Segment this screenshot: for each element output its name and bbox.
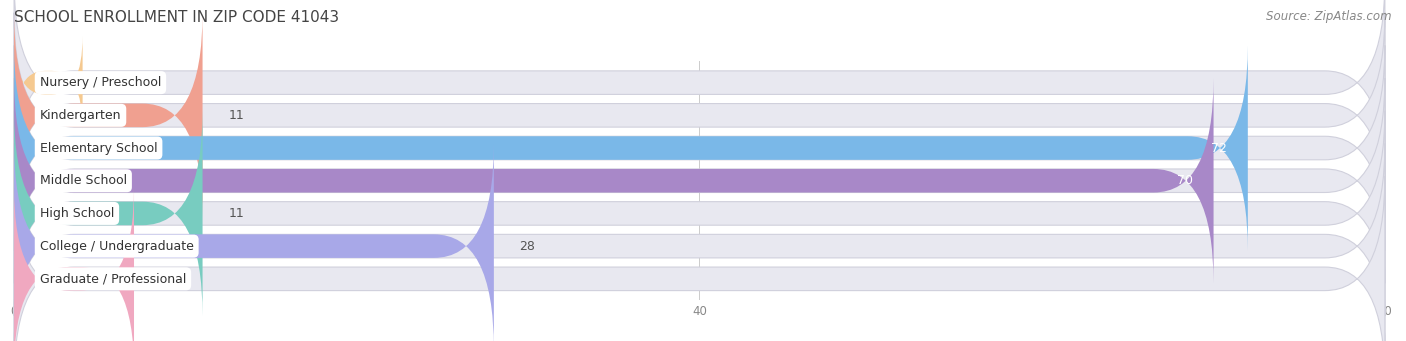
Text: 7: 7 <box>160 272 167 285</box>
FancyBboxPatch shape <box>14 111 1385 316</box>
Text: Source: ZipAtlas.com: Source: ZipAtlas.com <box>1267 10 1392 23</box>
FancyBboxPatch shape <box>14 188 134 341</box>
Text: 70: 70 <box>1177 174 1192 187</box>
FancyBboxPatch shape <box>14 0 1385 185</box>
FancyBboxPatch shape <box>14 111 202 316</box>
FancyBboxPatch shape <box>14 45 1385 251</box>
FancyBboxPatch shape <box>14 78 1385 283</box>
Text: Graduate / Professional: Graduate / Professional <box>39 272 186 285</box>
Text: Elementary School: Elementary School <box>39 142 157 154</box>
Text: SCHOOL ENROLLMENT IN ZIP CODE 41043: SCHOOL ENROLLMENT IN ZIP CODE 41043 <box>14 10 339 25</box>
FancyBboxPatch shape <box>14 13 1385 218</box>
FancyBboxPatch shape <box>14 13 202 218</box>
Text: Kindergarten: Kindergarten <box>39 109 121 122</box>
FancyBboxPatch shape <box>14 176 1385 341</box>
FancyBboxPatch shape <box>14 45 1249 251</box>
Text: College / Undergraduate: College / Undergraduate <box>39 240 194 253</box>
Text: 11: 11 <box>228 207 245 220</box>
Text: Nursery / Preschool: Nursery / Preschool <box>39 76 162 89</box>
Text: 72: 72 <box>1212 142 1227 154</box>
Text: Middle School: Middle School <box>39 174 127 187</box>
FancyBboxPatch shape <box>14 144 1385 341</box>
Text: 28: 28 <box>520 240 536 253</box>
Text: 4: 4 <box>108 76 117 89</box>
FancyBboxPatch shape <box>14 144 494 341</box>
FancyBboxPatch shape <box>14 35 83 130</box>
FancyBboxPatch shape <box>14 78 1213 283</box>
Text: High School: High School <box>39 207 114 220</box>
Text: 11: 11 <box>228 109 245 122</box>
